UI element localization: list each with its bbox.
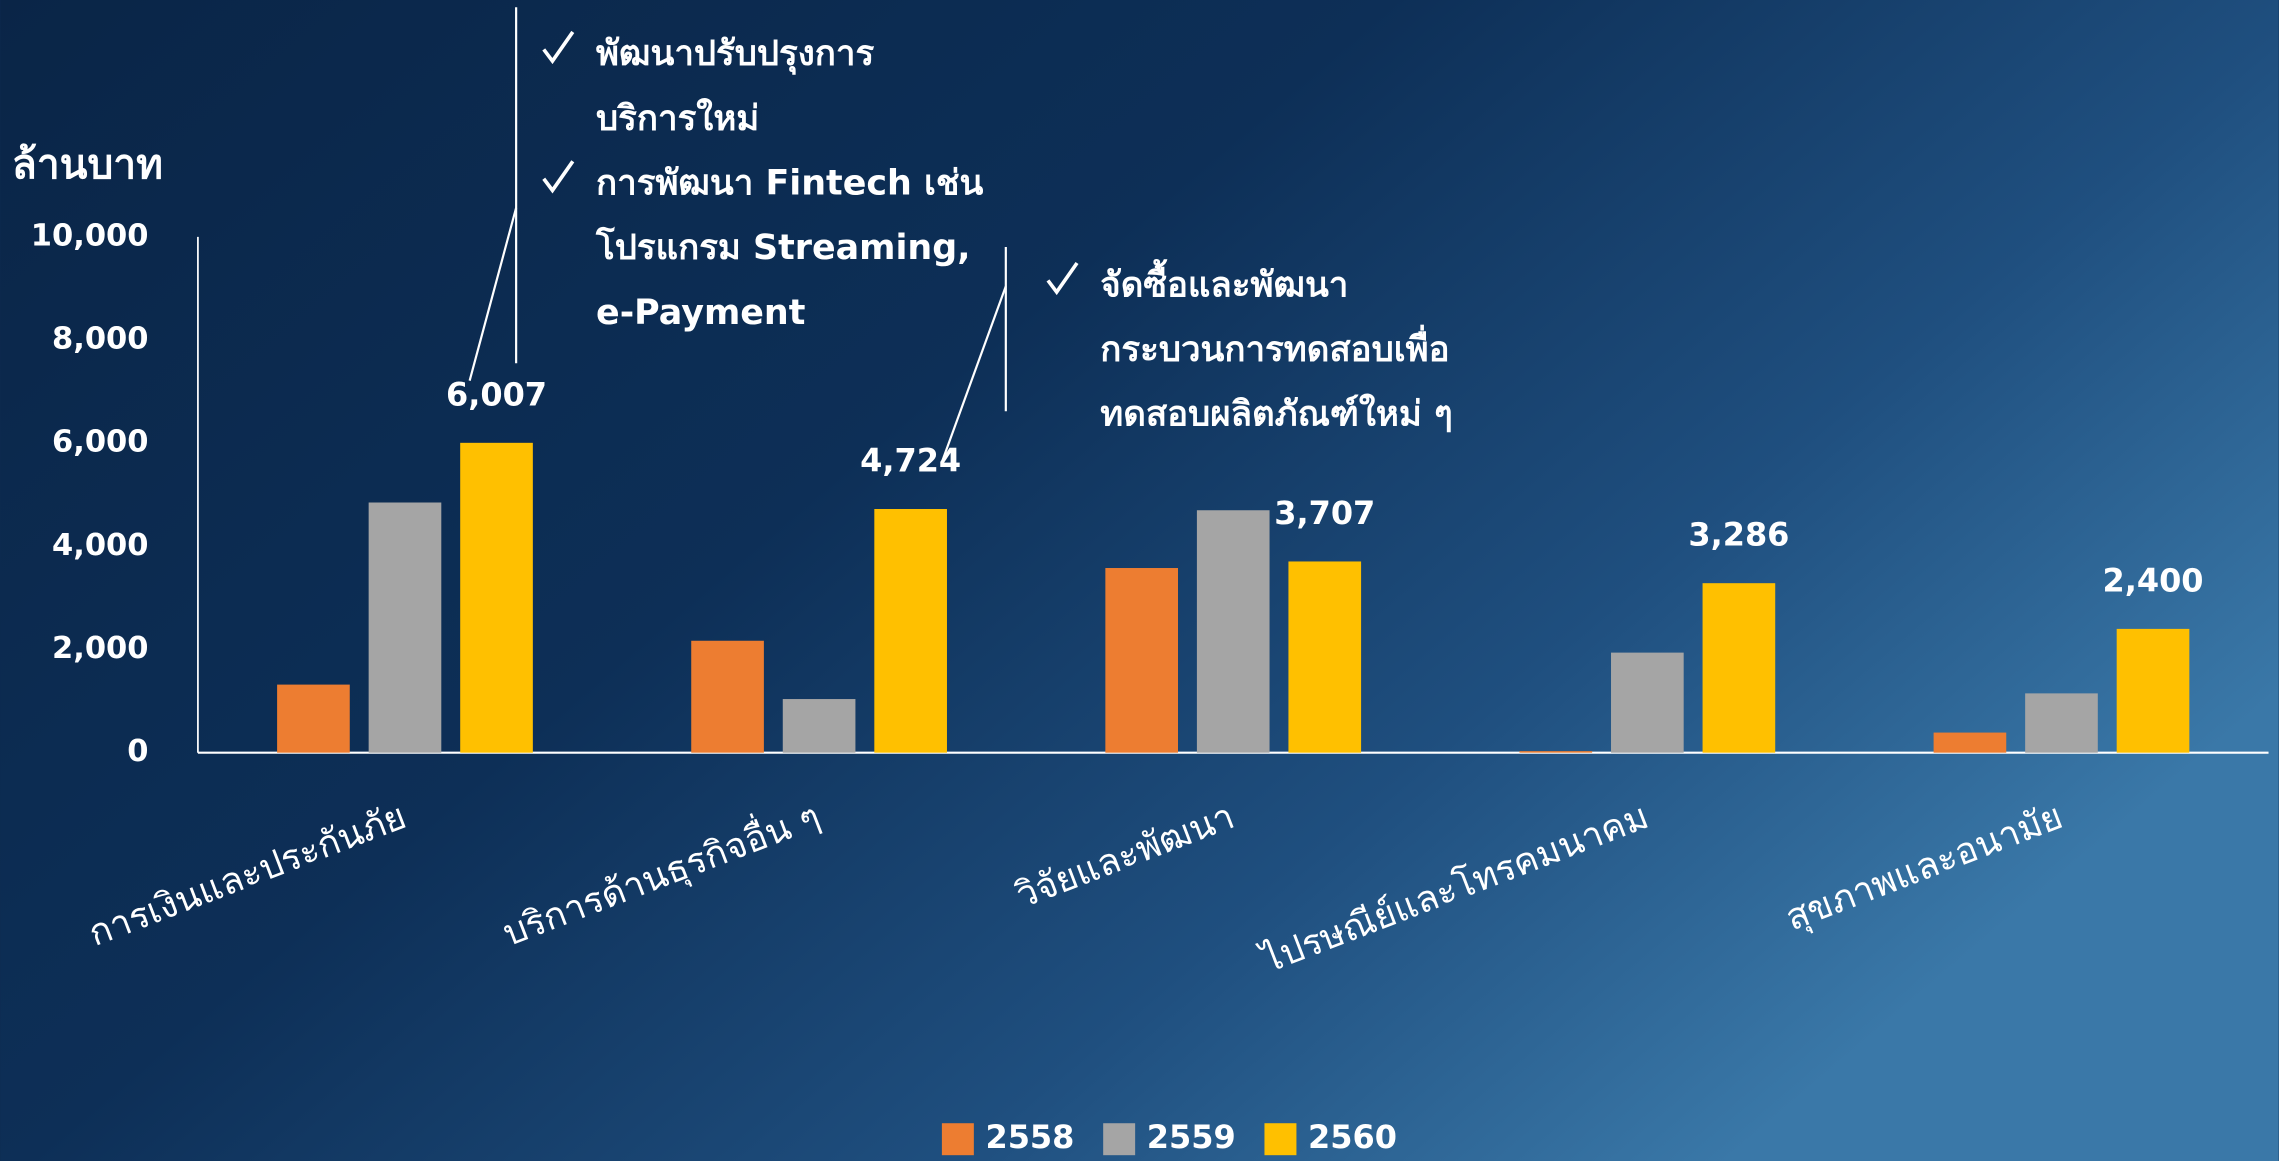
bar [1611,653,1684,753]
y-tick-label: 10,000 [31,218,149,253]
bar [2117,629,2190,753]
bar [1197,510,1270,752]
y-axis-label: ล้านบาท [12,140,163,188]
value-label: 2,400 [2102,561,2203,599]
value-label: 3,707 [1274,494,1375,532]
y-tick-label: 8,000 [52,322,148,357]
legend-swatch [942,1123,974,1155]
value-label: 4,724 [860,442,961,480]
chart: ล้านบาท 02,0004,0006,0008,00010,000การเง… [0,0,2279,1161]
bar [2025,693,2098,752]
bar [874,509,947,753]
annotation-text: พัฒนาปรับปรุงการ [596,34,874,75]
bar [1703,583,1776,753]
bar [691,641,764,753]
annotation-text: e-Payment [596,293,805,333]
annotation-text: บริการใหม่ [596,97,759,139]
bar [460,443,533,753]
bar [1288,561,1361,752]
bar [1105,568,1178,753]
annotation-text: การพัฒนา Fintech เช่น [596,164,983,204]
y-tick-label: 6,000 [52,425,148,460]
legend-label: 2560 [1308,1118,1397,1156]
bar [1934,733,2007,753]
legend-label: 2558 [985,1118,1074,1156]
annotation-text: ทดสอบผลิตภัณฑ์ใหม่ ๆ [1100,393,1452,435]
legend-label: 2559 [1147,1118,1236,1156]
y-tick-label: 4,000 [52,528,148,563]
bar [277,685,350,753]
y-tick-label: 2,000 [52,631,148,666]
bar [369,503,442,753]
legend-swatch [1103,1123,1135,1155]
value-label: 6,007 [446,375,547,413]
annotation-text: กระบวนการทดสอบเพื่อ [1100,324,1449,370]
bar [783,699,856,753]
value-label: 3,286 [1688,516,1789,554]
y-tick-label: 0 [127,734,148,769]
annotation-text: จัดซื้อและพัฒนา [1100,258,1348,305]
bar [1519,751,1592,753]
annotation-text: โปรแกรม Streaming, [595,226,970,268]
legend-swatch [1264,1123,1296,1155]
